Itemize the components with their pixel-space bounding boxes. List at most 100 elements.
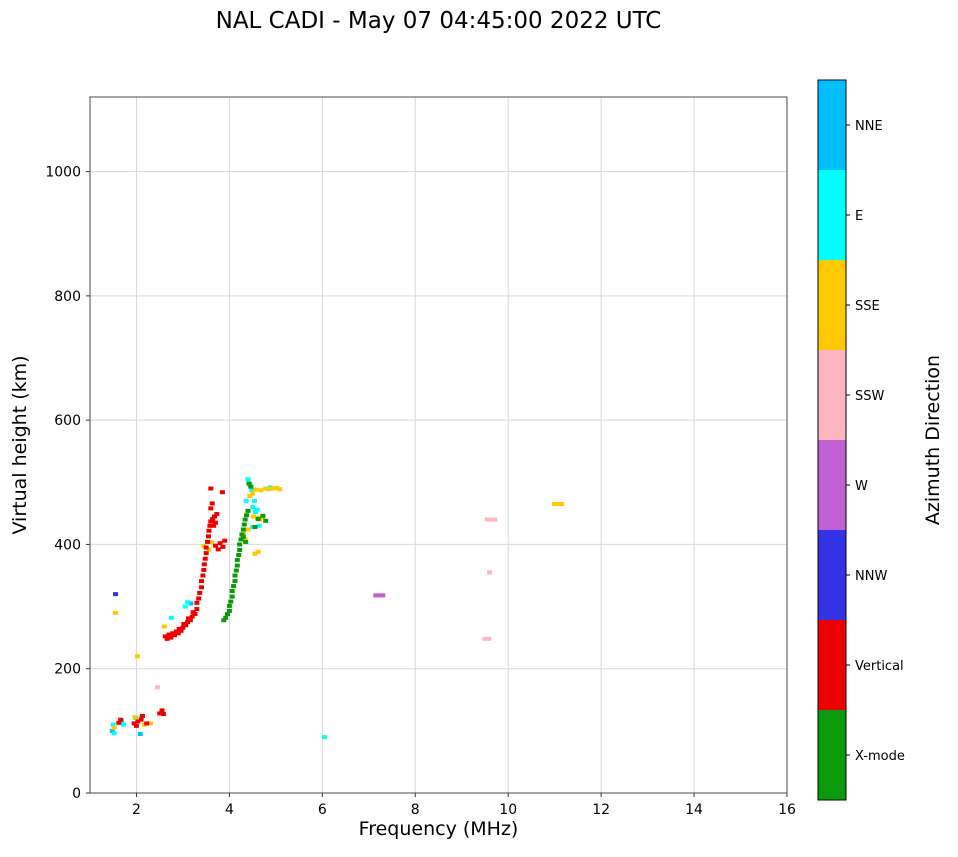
x-tick-label: 10 [499, 802, 517, 818]
chart-title: NAL CADI - May 07 04:45:00 2022 UTC [215, 8, 662, 34]
data-point-Vertical [220, 544, 226, 549]
data-point-X-mode [228, 599, 234, 604]
data-point-E [110, 722, 116, 727]
data-point-X-mode [232, 573, 238, 578]
x-tick-label: 14 [685, 802, 703, 818]
data-point-Vertical [116, 720, 122, 725]
data-point-E [168, 615, 174, 620]
y-tick-label: 200 [54, 662, 81, 678]
x-tick-label: 6 [318, 802, 327, 818]
data-point-W [380, 593, 386, 598]
colorbar-segment-X-mode [818, 710, 846, 800]
data-point-X-mode [242, 517, 248, 522]
data-point-X-mode [260, 513, 266, 518]
data-point-SSE [161, 624, 167, 629]
colorbar-segment-SSE [818, 260, 846, 350]
data-point-Vertical [168, 635, 174, 640]
data-point-SSW [487, 570, 493, 575]
data-point-Vertical [172, 633, 178, 638]
x-axis-label: Frequency (MHz) [358, 818, 519, 840]
data-point-X-mode [236, 552, 242, 557]
y-tick-label: 800 [54, 289, 81, 305]
data-point-X-mode [233, 568, 239, 573]
data-point-Vertical [194, 607, 200, 612]
data-point-SSE [134, 654, 140, 659]
data-point-Vertical [157, 711, 163, 716]
data-point-X-mode [255, 516, 261, 521]
data-point-X-mode [248, 484, 254, 489]
data-point-X-mode [237, 542, 243, 547]
data-point-Vertical [180, 625, 186, 630]
data-point-SSW [492, 517, 498, 522]
data-point-Vertical [162, 634, 168, 639]
colorbar-tick-label: SSW [855, 389, 885, 404]
data-point-Vertical [205, 539, 211, 544]
data-point-Vertical [159, 708, 165, 713]
data-point-NNW [113, 592, 119, 597]
data-point-Vertical [206, 528, 212, 533]
data-point-E [249, 487, 255, 492]
data-point-SSE [555, 502, 561, 507]
data-point-X-mode [221, 618, 227, 623]
data-point-SSE [242, 537, 248, 542]
data-point-Vertical [185, 620, 191, 625]
data-point-E [251, 498, 257, 503]
data-point-Vertical [208, 506, 214, 511]
colorbar-segment-E [818, 170, 846, 260]
data-point-SSE [209, 540, 215, 545]
data-point-X-mode [237, 548, 243, 553]
data-point-Vertical [201, 567, 207, 572]
colorbar-segment-NNE [818, 80, 846, 170]
data-point-X-mode [234, 563, 240, 568]
data-point-SSW [486, 636, 492, 641]
x-tick-label: 4 [225, 802, 234, 818]
data-point-Vertical [175, 631, 181, 636]
data-point-X-mode [239, 532, 245, 537]
data-point-Vertical [187, 618, 193, 623]
data-point-E [256, 523, 262, 528]
data-point-Vertical [140, 713, 146, 718]
data-point-X-mode [238, 537, 244, 542]
data-point-X-mode [223, 615, 229, 620]
data-point-Vertical [178, 628, 184, 633]
colorbar-segment-Vertical [818, 620, 846, 710]
data-point-Vertical [138, 717, 144, 722]
data-point-Vertical [160, 712, 166, 717]
data-point-Vertical [211, 523, 217, 528]
data-point-Vertical [212, 520, 218, 525]
data-point-SSE [266, 487, 272, 492]
data-point-Vertical [210, 516, 216, 521]
data-point-NNE [137, 731, 143, 736]
x-tick-label: 2 [132, 802, 141, 818]
data-point-Vertical [164, 636, 170, 641]
data-point-SSW [154, 685, 160, 690]
data-point-SSE [253, 487, 259, 492]
data-point-X-mode [252, 525, 258, 530]
data-point-Vertical [199, 585, 205, 590]
data-point-E [120, 722, 126, 727]
y-tick-label: 600 [54, 413, 81, 429]
y-tick-label: 0 [72, 786, 81, 802]
data-point-X-mode [229, 589, 235, 594]
data-point-SSE [277, 487, 283, 492]
data-point-SSE [247, 493, 253, 498]
colorbar-tick-label: Vertical [855, 659, 904, 674]
y-tick-label: 400 [54, 537, 81, 553]
data-point-Vertical [189, 614, 195, 619]
data-point-NNE [109, 728, 115, 733]
x-tick-label: 16 [778, 802, 796, 818]
data-point-X-mode [241, 522, 247, 527]
data-point-SSE [258, 488, 264, 493]
data-point-SSE [559, 502, 565, 507]
data-point-Vertical [183, 623, 189, 628]
data-point-X-mode [234, 557, 240, 562]
data-point-E [250, 505, 256, 510]
colorbar-tick-label: NNE [855, 119, 883, 134]
data-point-Vertical [212, 514, 218, 519]
x-tick-label: 8 [411, 802, 420, 818]
colorbar-tick-label: W [855, 479, 868, 494]
data-point-SSE [251, 514, 257, 519]
data-point-X-mode [244, 513, 250, 518]
data-point-SSE [132, 715, 138, 720]
data-point-X-mode [231, 584, 237, 589]
